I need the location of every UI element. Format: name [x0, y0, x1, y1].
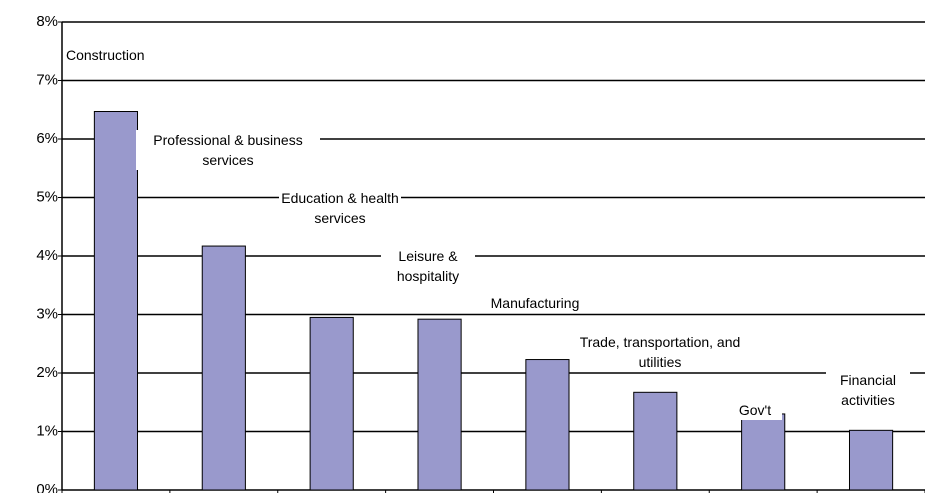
category-label: Manufacturing [473, 293, 597, 313]
category-label: Trade, transportation, and utilities [577, 332, 743, 372]
bar [417, 318, 462, 491]
y-tick-label: 3% [36, 305, 58, 322]
y-tick-label: 2% [36, 364, 58, 381]
category-label: Gov't [728, 400, 782, 420]
category-label: Leisure & hospitality [381, 246, 475, 286]
y-tick-label: 1% [36, 422, 58, 439]
y-tick-label: 7% [36, 71, 58, 88]
category-label: Professional & business services [136, 130, 320, 170]
bar [201, 245, 246, 491]
y-tick-label: 4% [36, 247, 58, 264]
category-label: Construction [64, 45, 188, 65]
bar [309, 316, 354, 491]
y-tick-label: 0% [36, 481, 58, 493]
bar [633, 391, 678, 491]
bar [525, 359, 570, 491]
category-label: Education & health services [279, 188, 401, 228]
bar [741, 413, 786, 491]
bar [848, 429, 894, 491]
bar [93, 111, 139, 491]
y-tick-label: 6% [36, 130, 58, 147]
y-tick-label: 5% [36, 188, 58, 205]
category-label: Financial activities [826, 370, 910, 410]
y-tick-label: 8% [36, 13, 58, 30]
